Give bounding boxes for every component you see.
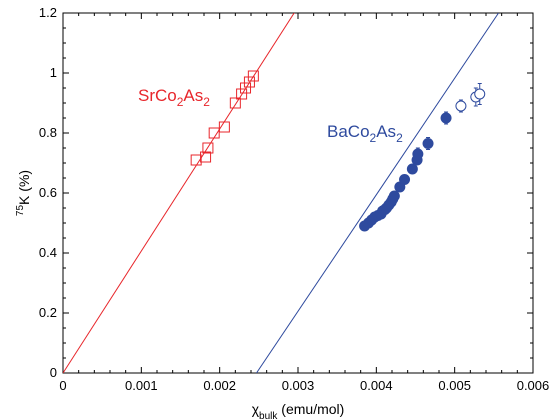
data-point (202, 142, 214, 154)
series-label-text: As (376, 122, 396, 141)
x-axis-label: χbulk (emu/mol) (252, 401, 345, 420)
x-tick-label: 0 (59, 378, 66, 393)
x-axis-label-main: χ (252, 401, 260, 417)
y-axis-label: 75K (%) (15, 170, 32, 216)
data-point (406, 163, 418, 175)
x-tick-label: 0.004 (360, 378, 393, 393)
series-label: BaCo2As2 (327, 122, 403, 145)
data-point (190, 154, 202, 166)
data-point (208, 127, 220, 139)
data-point (236, 88, 248, 100)
fit-lines (63, 13, 499, 373)
data-point (399, 174, 411, 185)
series-label-subscript: 2 (203, 95, 210, 109)
y-tick-label: 0.4 (39, 245, 57, 260)
series-label-subscript: 2 (177, 95, 184, 109)
y-axis-label-rest: K (%) (16, 170, 32, 205)
open-data-point (474, 88, 486, 100)
data-point (422, 138, 434, 149)
data-markers (190, 70, 486, 232)
x-axis-label-sub: bulk (259, 411, 278, 420)
data-point (243, 76, 255, 88)
y-tick-label: 1.2 (39, 5, 57, 20)
y-tick-label: 0.6 (39, 185, 57, 200)
x-tick-label: 0.006 (517, 378, 550, 393)
fit-line (256, 13, 499, 373)
data-point (388, 190, 400, 202)
series-label: SrCo2As2 (138, 86, 210, 109)
fit-line (63, 13, 295, 373)
data-point (247, 70, 259, 82)
series-label-subscript: 2 (396, 131, 403, 145)
series-label-text: SrCo (138, 86, 177, 105)
y-tick-label: 1 (50, 65, 57, 80)
y-tick-label: 0.2 (39, 305, 57, 320)
x-tick-label: 0.002 (203, 378, 236, 393)
data-point (200, 151, 212, 163)
data-point (218, 121, 230, 133)
x-tick-label: 0.001 (125, 378, 158, 393)
series-label-text: BaCo (327, 122, 370, 141)
data-point (240, 82, 252, 94)
y-tick-label: 0 (50, 365, 57, 380)
x-tick-label: 0.005 (438, 378, 471, 393)
open-data-point (455, 100, 467, 112)
x-tick-label: 0.003 (282, 378, 315, 393)
data-point (412, 148, 424, 160)
series-label-text: As (183, 86, 203, 105)
y-axis-label-sup: 75 (15, 205, 26, 217)
series-label-subscript: 2 (370, 131, 377, 145)
x-axis-label-rest: (emu/mol) (277, 401, 344, 417)
data-point (440, 112, 452, 124)
y-tick-label: 0.8 (39, 125, 57, 140)
axis-ticks: 0 0.001 0.002 0.003 0.004 0.005 0.006 0 0.2 0.4 0.… (39, 5, 549, 393)
data-point (229, 97, 241, 109)
